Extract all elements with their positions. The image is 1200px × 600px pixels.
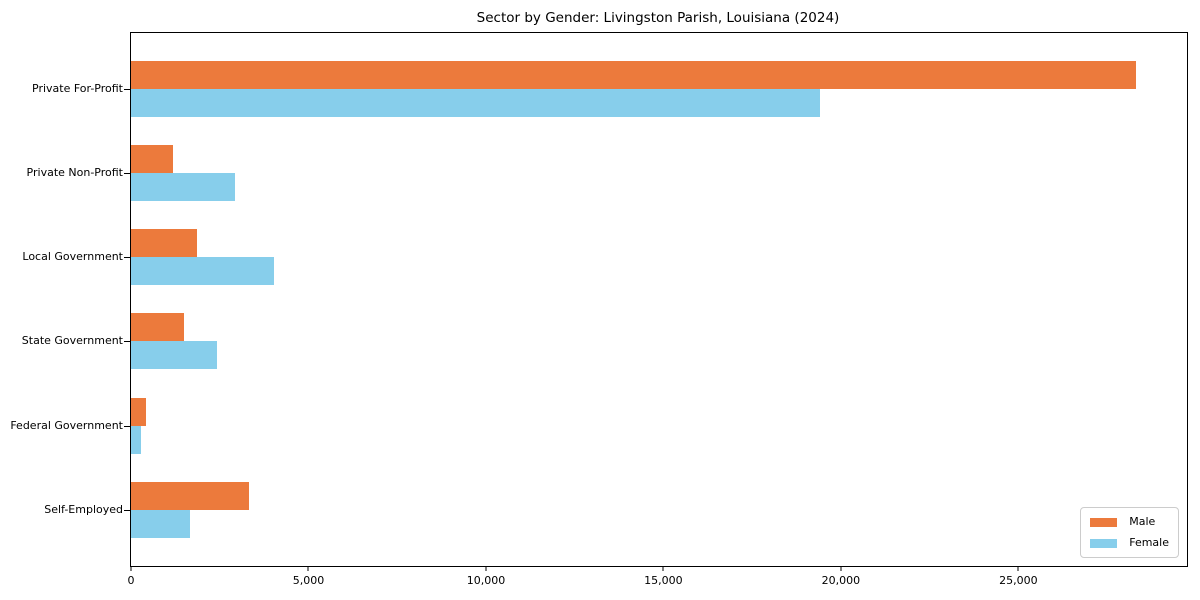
x-tick-5000	[307, 566, 309, 571]
y-tick-label-private-for-profit: Private For-Profit	[32, 81, 123, 95]
legend-label-female: Female	[1129, 536, 1169, 549]
legend: Male Female	[1080, 507, 1179, 558]
x-tick-label-10000: 10,000	[466, 574, 506, 587]
x-tick-label-25000: 25,000	[999, 574, 1038, 587]
x-tick-label-5000: 5,000	[292, 574, 325, 587]
x-tick-0	[130, 566, 132, 571]
x-tick-label-0: 0	[127, 574, 135, 587]
y-tick-state-government	[124, 341, 131, 343]
bar-female-federal-government	[131, 425, 142, 454]
bar-male-private-for-profit	[131, 60, 1136, 89]
y-axis-layer: Private For-Profit Private Non-Profit Loca…	[10, 33, 1187, 566]
legend-swatch-female	[1090, 538, 1118, 548]
x-axis-layer: 0 5,000 10,000 15,000 20,000 25,000	[128, 33, 1187, 587]
bar-female-state-government	[131, 341, 217, 370]
x-tick-20000	[840, 566, 842, 571]
chart-title: Sector by Gender: Livingston Parish, Lou…	[476, 10, 840, 26]
x-tick-15000	[662, 566, 664, 571]
y-tick-label-local-government: Local Government	[22, 250, 123, 264]
y-tick-private-non-profit	[124, 172, 131, 174]
legend-label-male: Male	[1129, 515, 1156, 528]
bar-female-private-for-profit	[131, 88, 820, 117]
y-tick-label-state-government: State Government	[21, 334, 123, 348]
x-tick-25000	[1017, 566, 1019, 571]
y-tick-private-for-profit	[124, 88, 131, 90]
y-tick-local-government	[124, 257, 131, 259]
y-tick-federal-government	[124, 425, 131, 427]
bar-male-state-government	[131, 313, 185, 342]
y-tick-self-employed	[124, 509, 131, 511]
plot-area: Private For-Profit Private Non-Profit Loca…	[10, 32, 1188, 587]
bar-female-self-employed	[131, 509, 191, 538]
bars-layer	[131, 33, 1187, 566]
legend-swatch-male	[1090, 517, 1118, 527]
bar-female-private-non-profit	[131, 172, 236, 201]
bar-female-local-government	[131, 257, 275, 286]
bar-male-local-government	[131, 229, 198, 258]
y-tick-label-federal-government: Federal Government	[10, 418, 123, 432]
bar-male-federal-government	[131, 397, 147, 426]
legend-item-female: Female	[1090, 536, 1169, 550]
bar-male-self-employed	[131, 481, 250, 510]
x-tick-10000	[485, 566, 487, 571]
bar-male-private-non-profit	[131, 144, 174, 173]
x-tick-label-15000: 15,000	[644, 574, 683, 587]
x-tick-label-20000: 20,000	[821, 574, 861, 587]
y-tick-label-private-non-profit: Private Non-Profit	[26, 165, 123, 179]
legend-item-male: Male	[1090, 515, 1169, 529]
y-tick-label-self-employed: Self-Employed	[44, 502, 123, 516]
